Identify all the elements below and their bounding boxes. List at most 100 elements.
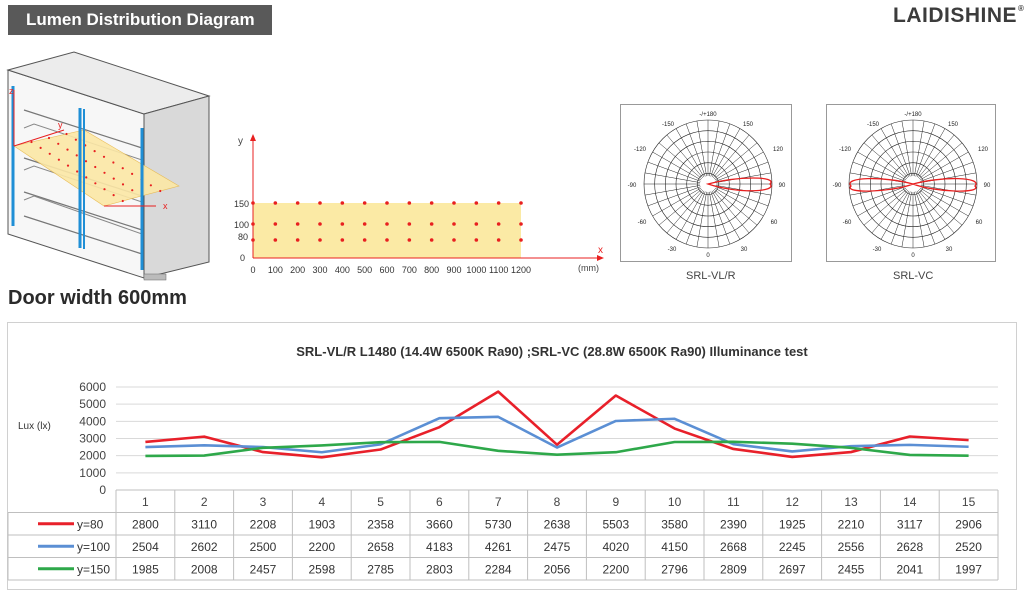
- data-label: 1997: [955, 563, 982, 577]
- grid-measure-point: [429, 201, 434, 205]
- polar-spoke: [852, 186, 906, 207]
- grid-measure-point: [452, 201, 456, 205]
- grid-measure-point: [318, 201, 322, 205]
- data-label: 2390: [720, 518, 747, 532]
- polar-caption-srl-vl-r: SRL-VL/R: [686, 270, 736, 282]
- polar-spoke: [920, 161, 974, 182]
- polar-angle-label: -120: [839, 147, 852, 153]
- data-label: 1903: [308, 518, 335, 532]
- grid-x-tick: 700: [402, 265, 417, 275]
- cabinet-axis-z: z: [9, 86, 14, 96]
- polar-spoke: [647, 161, 701, 182]
- cabinet-measure-point: [65, 132, 68, 136]
- grid-x-label: x: [598, 245, 603, 256]
- grid-y-tick: 80: [238, 232, 248, 242]
- polar-angle-label: -/+180: [904, 112, 922, 118]
- grid-measure-point: [407, 238, 412, 242]
- grid-measure-point: [362, 238, 367, 242]
- polar-spoke: [644, 172, 701, 183]
- x-tick-label: 8: [554, 495, 561, 509]
- polar-spoke: [916, 128, 946, 178]
- polar-angle-label: 90: [984, 183, 991, 189]
- data-label: 3660: [426, 518, 453, 532]
- grid-x-tick: 300: [312, 265, 327, 275]
- polar-spoke: [919, 151, 969, 181]
- polar-angle-label: 120: [978, 147, 989, 153]
- grid-measure-point: [496, 201, 501, 205]
- polar-angle-label: -30: [873, 247, 882, 253]
- data-label: 2800: [132, 518, 159, 532]
- y-axis-label: Lux (lx): [18, 421, 51, 432]
- polar-spoke: [711, 128, 741, 178]
- polar-spoke: [658, 188, 703, 226]
- cabinet-measure-point: [39, 146, 42, 149]
- polar-spoke: [666, 189, 704, 234]
- data-label: 2598: [308, 563, 335, 577]
- polar-angle-label: 150: [743, 122, 754, 128]
- x-tick-label: 12: [786, 495, 800, 509]
- data-label: 2556: [838, 540, 865, 554]
- grid-measure-point: [251, 201, 255, 205]
- data-label: 2208: [250, 518, 277, 532]
- polar-distribution-curve: [849, 177, 977, 192]
- cabinet-measure-point: [57, 142, 60, 145]
- cabinet-measure-point: [75, 154, 78, 157]
- cabinet-measure-point: [121, 167, 124, 170]
- polar-distribution-curve: [705, 177, 772, 192]
- polar-spoke: [890, 123, 911, 177]
- data-label: 2906: [955, 518, 982, 532]
- data-label: 2520: [955, 540, 982, 554]
- cabinet-measure-point: [112, 194, 115, 197]
- grid-measure-point: [496, 222, 501, 226]
- cabinet-measure-point: [102, 155, 106, 158]
- cabinet-measure-point: [103, 171, 106, 174]
- x-tick-label: 10: [668, 495, 682, 509]
- cabinet-measure-point: [159, 189, 162, 193]
- y-tick-label: 5000: [79, 397, 106, 411]
- polar-spoke: [696, 120, 707, 177]
- grid-x-tick: 0: [250, 265, 255, 275]
- polar-spoke: [857, 151, 907, 181]
- data-label: 2658: [367, 540, 394, 554]
- grid-x-tick: 200: [290, 265, 305, 275]
- cabinet-measure-point: [131, 172, 134, 175]
- grid-measure-point: [474, 201, 479, 205]
- grid-measure-point: [273, 238, 278, 242]
- grid-measure-point: [429, 222, 434, 226]
- cabinet-measure-point: [94, 182, 97, 185]
- polar-spoke: [715, 186, 769, 207]
- grid-unit: (mm): [578, 263, 599, 273]
- polar-spoke: [915, 123, 936, 177]
- polar-spoke: [863, 188, 908, 226]
- data-label: 3110: [191, 518, 217, 532]
- grid-y-tick: 100: [234, 220, 249, 230]
- cabinet-measure-point: [112, 177, 115, 180]
- polar-spoke: [863, 142, 908, 180]
- polar-spoke: [917, 189, 955, 234]
- grid-measure-point: [452, 238, 456, 242]
- cabinet-measure-point: [66, 148, 69, 151]
- measurement-grid: y x (mm) 150 100 80 0 0 100 200 300 400 500 60…: [234, 134, 604, 275]
- cabinet-measure-point: [66, 164, 70, 167]
- polar-spoke: [857, 187, 907, 217]
- polar-spoke: [901, 120, 912, 177]
- grid-measure-point: [362, 201, 367, 205]
- grid-measure-point: [452, 222, 456, 226]
- data-label: 2210: [838, 518, 865, 532]
- polar-spoke: [714, 151, 764, 181]
- data-label: 4183: [426, 540, 453, 554]
- cabinet-measure-point: [149, 184, 152, 187]
- data-label: 2200: [308, 540, 335, 554]
- data-label: 2245: [779, 540, 806, 554]
- data-label: 4150: [661, 540, 688, 554]
- polar-spoke: [675, 128, 705, 178]
- data-label: 4020: [602, 540, 629, 554]
- polar-angle-label: 60: [976, 220, 983, 226]
- polar-angle-label: -60: [843, 220, 852, 226]
- legend-label: y=100: [77, 540, 110, 554]
- data-label: 1925: [779, 518, 806, 532]
- chart-title: SRL-VL/R L1480 (14.4W 6500K Ra90) ;SRL-V…: [296, 344, 808, 359]
- polar-spoke: [880, 128, 910, 178]
- grid-measure-point: [251, 238, 255, 242]
- polar-angle-label: -90: [833, 183, 842, 189]
